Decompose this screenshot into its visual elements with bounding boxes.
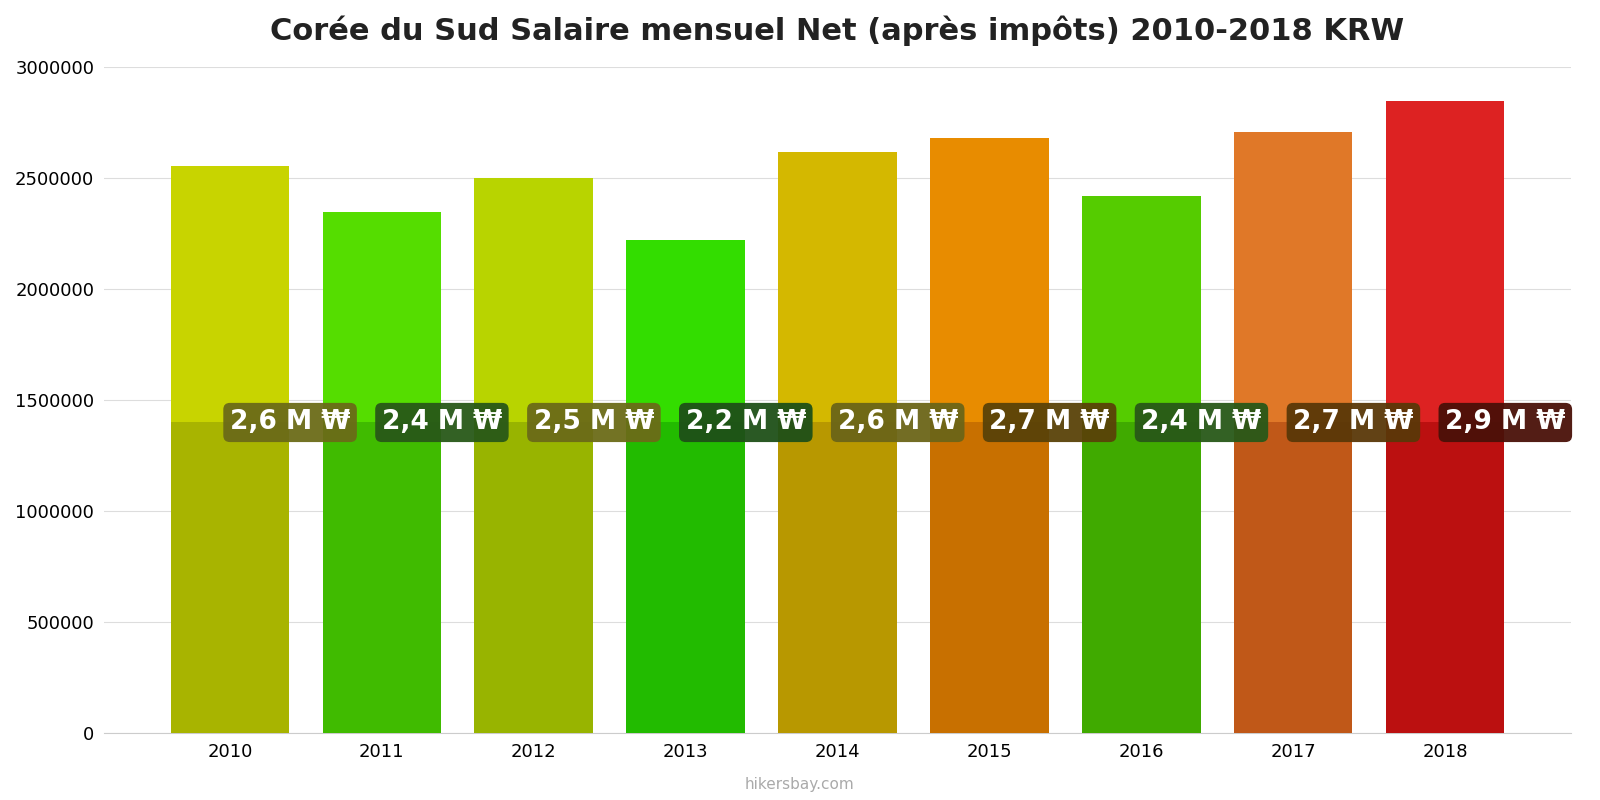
Bar — [171, 166, 290, 422]
Bar — [1386, 101, 1504, 422]
Bar — [626, 422, 746, 734]
Text: 2,9 M ₩: 2,9 M ₩ — [1445, 410, 1565, 435]
Text: 2,7 M ₩: 2,7 M ₩ — [989, 410, 1110, 435]
Title: Corée du Sud Salaire mensuel Net (après impôts) 2010-2018 KRW: Corée du Sud Salaire mensuel Net (après … — [270, 15, 1405, 46]
Bar — [475, 178, 594, 422]
Bar — [323, 211, 442, 422]
Bar — [778, 422, 896, 734]
Bar — [171, 422, 290, 734]
Text: 2,5 M ₩: 2,5 M ₩ — [534, 410, 654, 435]
Bar — [930, 422, 1048, 734]
Bar — [1082, 422, 1200, 734]
Text: 2,2 M ₩: 2,2 M ₩ — [686, 410, 806, 435]
Text: 2,6 M ₩: 2,6 M ₩ — [230, 410, 350, 435]
Bar — [626, 241, 746, 422]
Bar — [1386, 422, 1504, 734]
Bar — [475, 422, 594, 734]
Text: 2,4 M ₩: 2,4 M ₩ — [1141, 410, 1261, 435]
Text: 2,7 M ₩: 2,7 M ₩ — [1293, 410, 1414, 435]
Bar — [323, 422, 442, 734]
Bar — [778, 152, 896, 422]
Text: 2,6 M ₩: 2,6 M ₩ — [837, 410, 958, 435]
Bar — [1082, 196, 1200, 422]
Text: hikersbay.com: hikersbay.com — [746, 777, 854, 792]
Text: 2,4 M ₩: 2,4 M ₩ — [382, 410, 502, 435]
Bar — [1234, 422, 1352, 734]
Bar — [930, 138, 1048, 422]
Bar — [1234, 132, 1352, 422]
